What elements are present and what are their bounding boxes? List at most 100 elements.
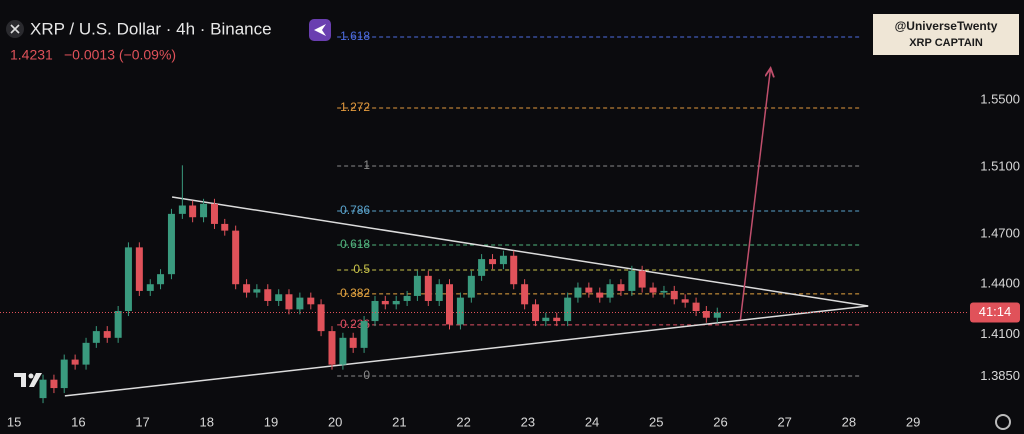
candle-body bbox=[60, 359, 68, 389]
triangle-trendline bbox=[171, 196, 869, 307]
candle-body bbox=[114, 311, 122, 338]
candle-body bbox=[381, 300, 389, 305]
watermark-box bbox=[873, 14, 1019, 55]
x-tick-label: 19 bbox=[264, 414, 278, 429]
fib-level-label: 0 bbox=[363, 368, 370, 382]
x-tick-label: 27 bbox=[777, 414, 791, 429]
candle-body bbox=[628, 270, 636, 291]
x-tick-label: 29 bbox=[906, 414, 920, 429]
candle-body bbox=[157, 274, 165, 285]
candle-body bbox=[713, 312, 721, 318]
y-tick-label: 1.3850 bbox=[980, 368, 1020, 383]
candle-body bbox=[275, 294, 283, 301]
candle-body bbox=[210, 203, 218, 224]
candle-body bbox=[435, 284, 443, 301]
x-tick-label: 24 bbox=[585, 414, 599, 429]
x-tick-label: 15 bbox=[7, 414, 21, 429]
candle-body bbox=[200, 203, 208, 218]
fib-level-label: 1.618 bbox=[340, 29, 370, 43]
candle-body bbox=[574, 287, 582, 298]
candle-body bbox=[478, 259, 486, 276]
candle-body bbox=[232, 230, 240, 285]
candle-body bbox=[264, 289, 272, 301]
candle-body bbox=[456, 297, 464, 325]
candle-body bbox=[564, 297, 572, 322]
candle-body bbox=[660, 290, 668, 293]
candle-body bbox=[403, 295, 411, 301]
candle-body bbox=[585, 287, 593, 293]
x-tick-label: 26 bbox=[713, 414, 727, 429]
candle-body bbox=[692, 302, 700, 312]
candle-body bbox=[285, 294, 293, 310]
projection-arrow bbox=[739, 68, 770, 320]
symbol-title: XRP / U.S. Dollar · 4h · Binance bbox=[30, 19, 272, 38]
plot-area: 1.5500 1.5100 1.4700 1.4400 1.4100 1.3850 15 16… bbox=[0, 29, 1020, 429]
candle-body bbox=[253, 289, 261, 293]
x-tick-label: 28 bbox=[842, 414, 856, 429]
watermark-handle: @UniverseTwenty bbox=[895, 19, 998, 33]
indicator-glyph bbox=[314, 24, 326, 36]
candle-body bbox=[103, 331, 111, 338]
candle-body bbox=[360, 321, 368, 348]
y-tick-label: 1.4100 bbox=[980, 326, 1020, 341]
y-tick-label: 1.4400 bbox=[980, 276, 1020, 291]
y-tick-label: 1.5100 bbox=[980, 158, 1020, 173]
candle-body bbox=[413, 275, 421, 296]
candle-body bbox=[135, 247, 143, 291]
countdown-label: 41:14 bbox=[979, 304, 1012, 319]
candle-body bbox=[92, 331, 100, 343]
fib-level-label: 0.5 bbox=[353, 262, 370, 276]
candle-body bbox=[221, 223, 229, 231]
triangle-trendline bbox=[64, 305, 869, 397]
candle-body bbox=[392, 300, 400, 305]
x-tick-label: 18 bbox=[200, 414, 214, 429]
candle-body bbox=[521, 284, 529, 305]
x-tick-label: 22 bbox=[456, 414, 470, 429]
candle-body bbox=[39, 379, 47, 399]
candle-body bbox=[553, 317, 561, 322]
candle-body bbox=[499, 255, 507, 265]
candle-body bbox=[178, 205, 186, 214]
candle-body bbox=[82, 342, 90, 365]
candle-body bbox=[146, 284, 154, 291]
settings-icon[interactable] bbox=[995, 414, 1011, 430]
y-tick-label: 1.4700 bbox=[980, 225, 1020, 240]
x-tick-label: 16 bbox=[71, 414, 85, 429]
candle-body bbox=[71, 359, 79, 365]
x-tick-label: 25 bbox=[649, 414, 663, 429]
x-tick-label: 17 bbox=[135, 414, 149, 429]
price-change: −0.0013 (−0.09%) bbox=[64, 47, 176, 63]
y-tick-label: 1.5500 bbox=[980, 91, 1020, 106]
candle-body bbox=[467, 275, 475, 298]
candle-body bbox=[670, 290, 678, 300]
fib-level-label: 0.382 bbox=[340, 286, 370, 300]
candle-body bbox=[532, 304, 540, 322]
watermark-tag: XRP CAPTAIN bbox=[909, 37, 983, 49]
candle-body bbox=[617, 284, 625, 291]
candle-body bbox=[307, 297, 315, 305]
price-tag bbox=[970, 302, 1020, 323]
tradingview-logo bbox=[14, 373, 42, 387]
last-price: 1.4231 bbox=[10, 47, 53, 63]
candle-body bbox=[124, 247, 132, 312]
candle-body bbox=[702, 311, 710, 318]
candle-body bbox=[371, 300, 379, 322]
x-tick-label: 21 bbox=[392, 414, 406, 429]
candle-body bbox=[243, 284, 251, 293]
candle-body bbox=[167, 213, 175, 275]
fib-level-label: 1 bbox=[363, 158, 370, 172]
close-icon-x bbox=[10, 24, 20, 34]
candle-body bbox=[339, 337, 347, 365]
candle-body bbox=[542, 317, 550, 322]
x-tick-label: 23 bbox=[521, 414, 535, 429]
candle-body bbox=[510, 255, 518, 285]
candle-body bbox=[596, 292, 604, 298]
candle-body bbox=[649, 287, 657, 293]
candle-body bbox=[638, 270, 646, 288]
fib-level-label: 0.786 bbox=[340, 203, 370, 217]
x-tick-label: 20 bbox=[328, 414, 342, 429]
candle-body bbox=[424, 275, 432, 301]
candle-body bbox=[606, 284, 614, 298]
